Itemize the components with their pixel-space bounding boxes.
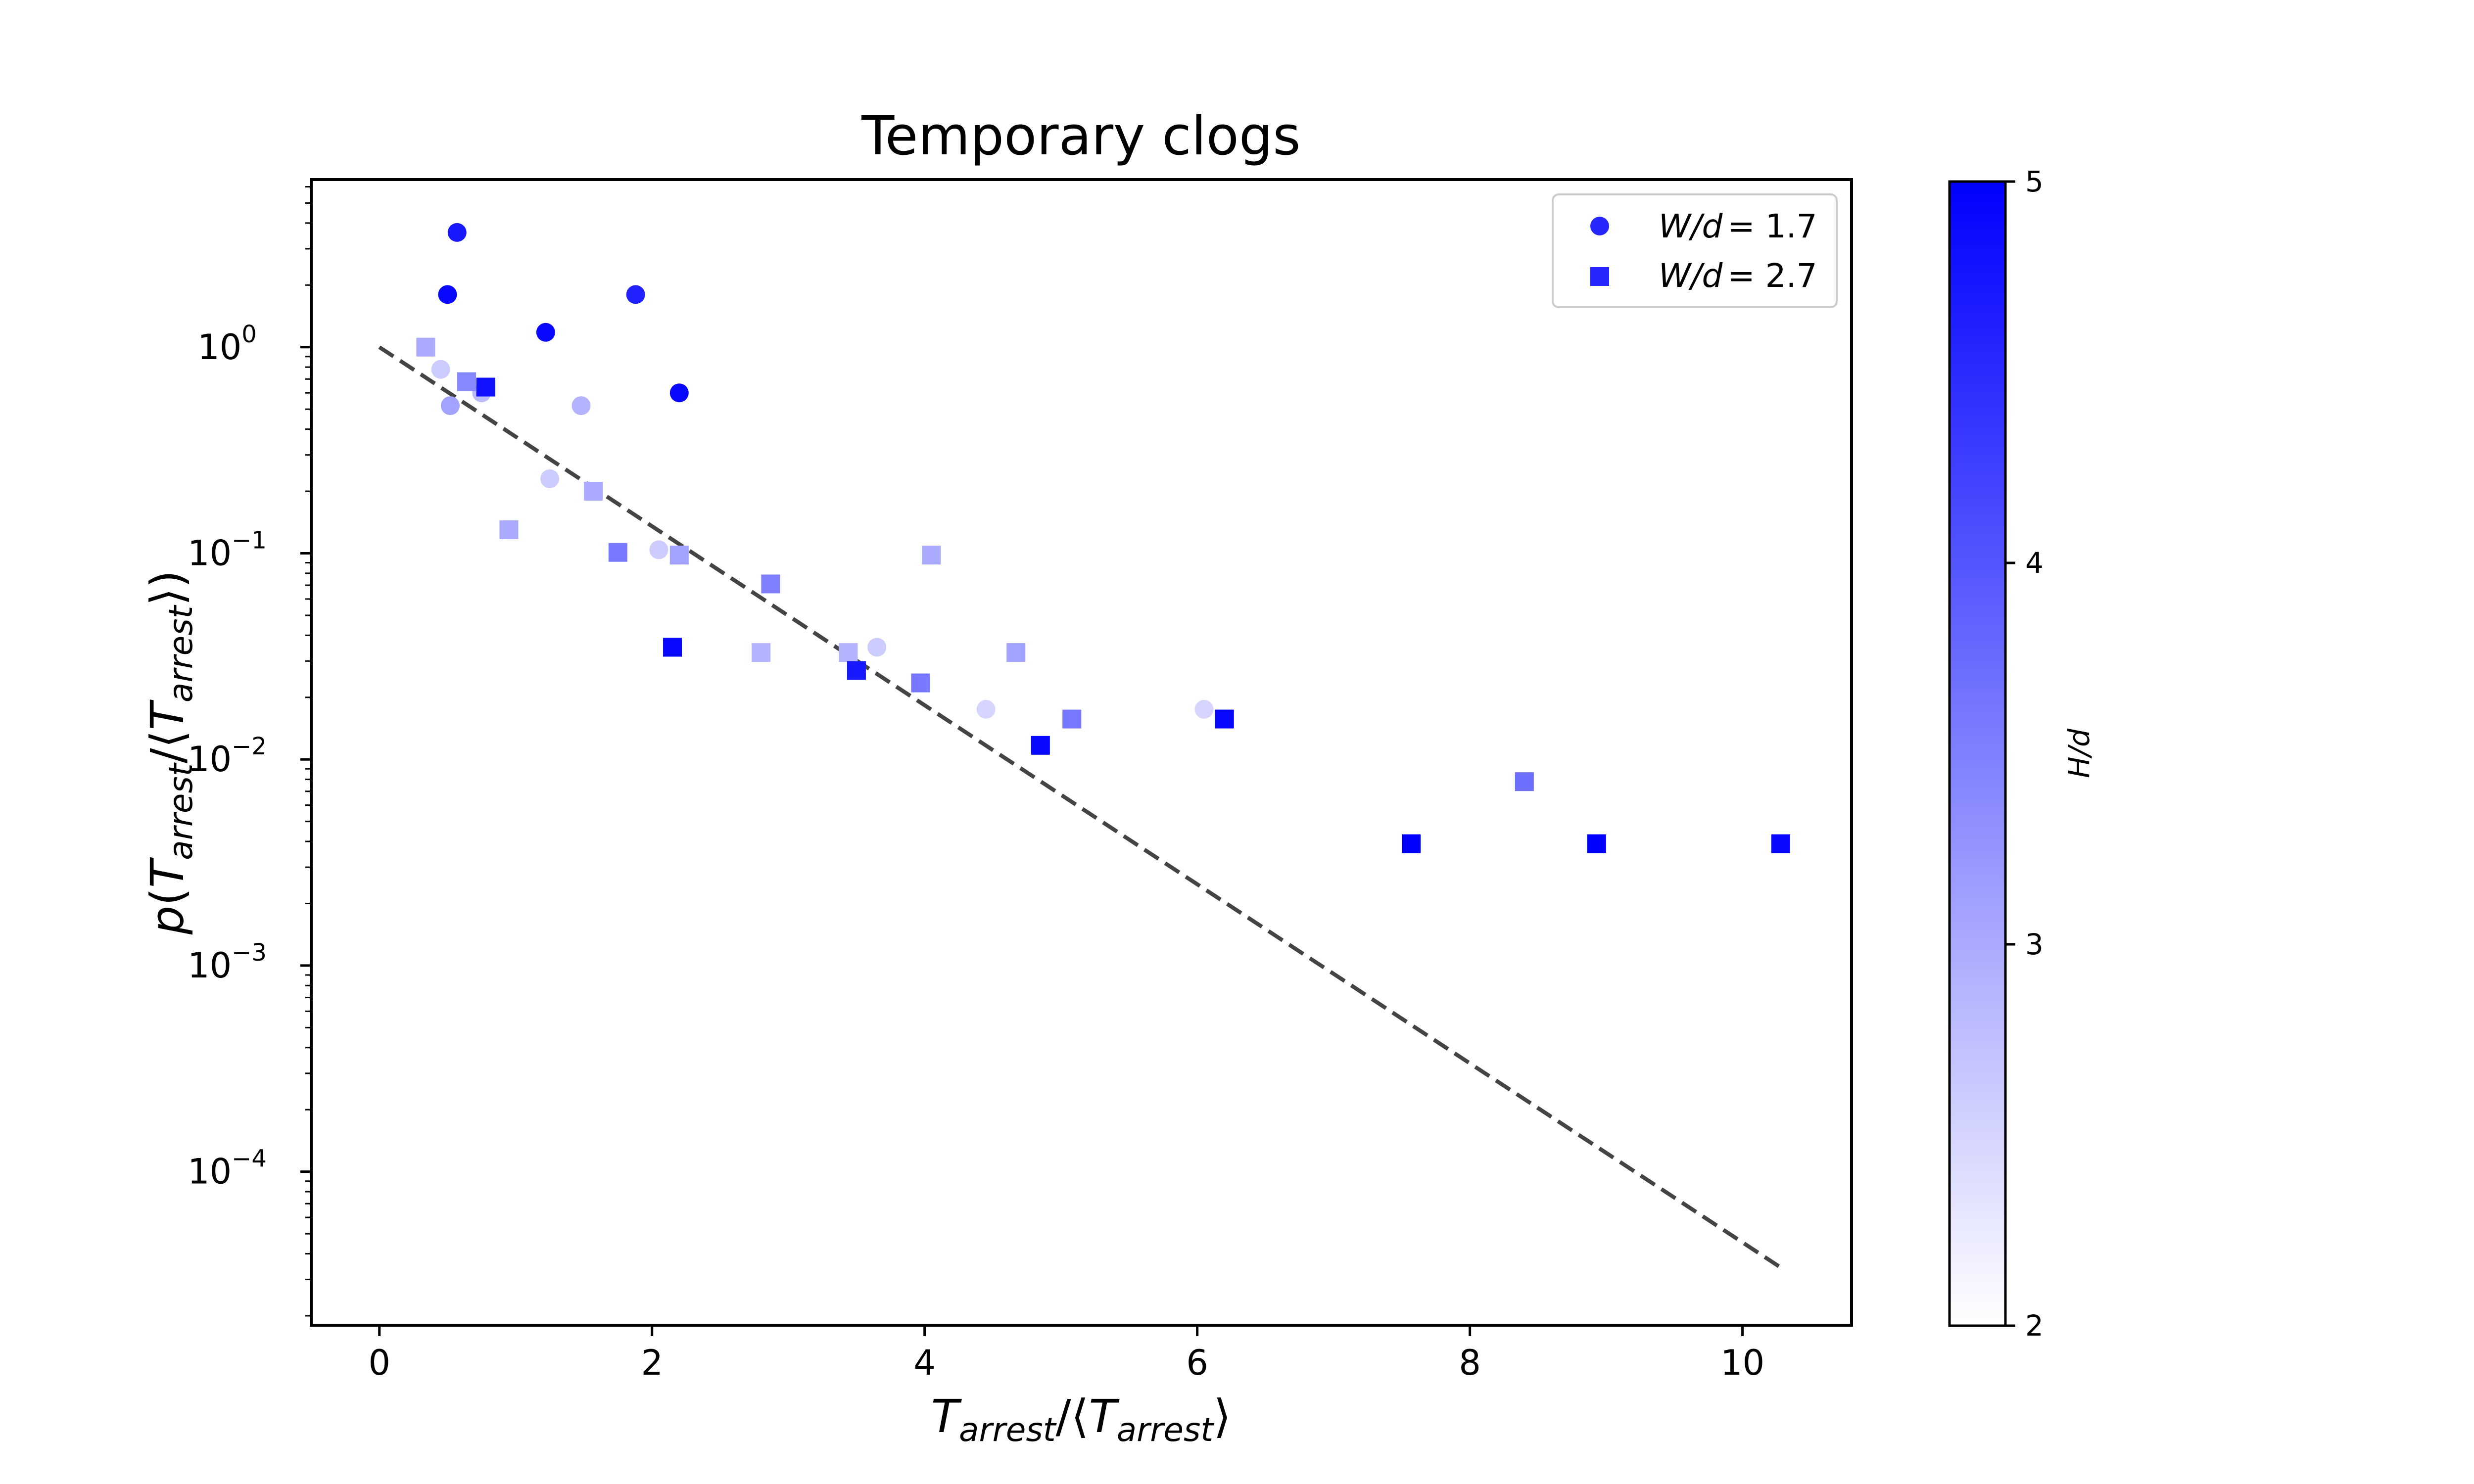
data-point-square <box>752 643 771 662</box>
y-tick-label-base: 10 <box>188 1152 232 1192</box>
colorbar: 2 3 4 5 H/d <box>1948 165 2096 1343</box>
y-tick-label-base: 10 <box>197 327 241 368</box>
data-point-square <box>1587 834 1606 853</box>
data-point-square <box>669 546 689 565</box>
data-point-square <box>1515 772 1534 791</box>
plot-area <box>310 178 1853 1327</box>
x-tick-label: 6 <box>1186 1343 1208 1383</box>
data-points <box>416 223 1790 853</box>
data-point-square <box>663 638 682 657</box>
data-point-square <box>584 482 603 501</box>
data-point-square <box>416 337 435 357</box>
y-tick-label-exponent: −2 <box>232 733 267 760</box>
data-point-circle <box>867 638 887 657</box>
y-tick-label-base: 10 <box>188 945 232 986</box>
y-label-sub-arrest: arrest <box>162 762 200 860</box>
data-point-square <box>1006 643 1026 662</box>
colorbar-tick-label: 2 <box>2025 1309 2044 1343</box>
y-label-slash: /⟨ <box>141 730 194 763</box>
y-label-T: T <box>141 857 194 888</box>
y-tick-label-exponent: −4 <box>232 1145 267 1173</box>
data-point-circle <box>440 396 460 416</box>
data-point-circle <box>649 540 668 559</box>
x-label-sub-arrest-2: arrest <box>1117 1411 1215 1449</box>
x-tick-label: 4 <box>913 1343 936 1383</box>
legend-box <box>1552 193 1838 308</box>
data-point-square <box>457 372 476 391</box>
x-label-sub-arrest: arrest <box>959 1411 1057 1449</box>
data-point-square <box>847 661 866 680</box>
x-label-close: ⟩ <box>1213 1390 1231 1443</box>
colorbar-tick-label: 3 <box>2025 928 2044 961</box>
legend-label-1-value: = 1.7 <box>1727 207 1817 245</box>
data-point-square <box>608 543 627 562</box>
x-label-slash: /⟨ <box>1056 1390 1089 1443</box>
colorbar-tick-label: 5 <box>2025 165 2044 198</box>
x-label-T2: T <box>1089 1390 1120 1443</box>
data-point-square <box>839 643 858 662</box>
y-tick-label-exponent: −1 <box>232 526 267 554</box>
data-point-square <box>1062 709 1082 729</box>
chart-title: Temporary clogs <box>861 105 1300 167</box>
legend-label-2: W/d = 2.7 <box>1659 257 1817 295</box>
y-label-sub-arrest-2: arrest <box>162 604 200 702</box>
y-tick-label-base: 10 <box>188 739 232 780</box>
y-label-T2: T <box>141 699 194 730</box>
data-point-circle <box>1194 699 1214 719</box>
colorbar-label: H/d <box>2062 728 2096 778</box>
data-point-circle <box>540 469 560 488</box>
legend-label-2-var: W/d <box>1659 257 1723 295</box>
y-tick-label: 10−2 <box>188 733 267 780</box>
y-tick-label: 100 <box>197 321 257 368</box>
x-tick-label: 0 <box>368 1343 390 1383</box>
y-axis-label: p(Tarrest/⟨Tarrest⟩) <box>141 570 200 935</box>
data-point-circle <box>571 396 591 416</box>
y-tick-label-exponent: −3 <box>232 939 267 967</box>
x-tick-label: 2 <box>641 1343 663 1383</box>
data-point-square <box>1031 736 1050 755</box>
legend-label-1: W/d = 1.7 <box>1659 207 1817 245</box>
y-tick-label: 10−4 <box>188 1145 267 1192</box>
legend-label-1-var: W/d <box>1659 207 1723 245</box>
legend-label-2-value: = 2.7 <box>1727 257 1817 295</box>
data-point-square <box>499 520 519 540</box>
y-label-open: ( <box>141 888 194 906</box>
y-tick-label-base: 10 <box>188 533 232 573</box>
data-point-circle <box>536 323 555 342</box>
y-tick-label: 10−1 <box>188 526 267 573</box>
data-point-circle <box>976 699 996 719</box>
colorbar-ticks: 2 3 4 5 <box>2005 165 2044 1343</box>
colorbar-tick-label: 4 <box>2025 546 2044 580</box>
y-tick-label-exponent: 0 <box>241 321 257 348</box>
data-point-square <box>922 546 941 565</box>
data-point-circle <box>626 285 645 304</box>
y-tick-label: 10−3 <box>188 939 267 986</box>
data-point-square <box>761 574 780 594</box>
x-tick-label: 8 <box>1459 1343 1481 1383</box>
legend-marker-circle <box>1590 217 1609 235</box>
x-axis-ticks: 0 2 4 6 8 10 <box>368 1325 1764 1383</box>
exponential-reference-line <box>378 345 1785 1271</box>
data-point-square <box>1402 834 1421 853</box>
colorbar-gradient <box>1948 180 2007 1327</box>
data-point-circle <box>669 383 689 403</box>
data-point-square <box>476 377 495 397</box>
data-point-circle <box>438 285 457 304</box>
legend: W/d = 1.7 W/d = 2.7 <box>1552 193 1838 308</box>
y-label-p: p <box>141 906 194 935</box>
data-point-square <box>911 673 930 693</box>
x-tick-label: 10 <box>1720 1343 1764 1383</box>
legend-marker-square <box>1590 267 1609 286</box>
data-point-square <box>1215 709 1234 729</box>
y-label-close: ⟩) <box>141 570 194 606</box>
x-label-T: T <box>931 1390 962 1443</box>
data-point-circle <box>431 360 450 379</box>
data-point-square <box>1771 834 1790 853</box>
data-point-circle <box>447 223 467 242</box>
x-axis-label: Tarrest/⟨Tarrest⟩ <box>931 1390 1231 1449</box>
